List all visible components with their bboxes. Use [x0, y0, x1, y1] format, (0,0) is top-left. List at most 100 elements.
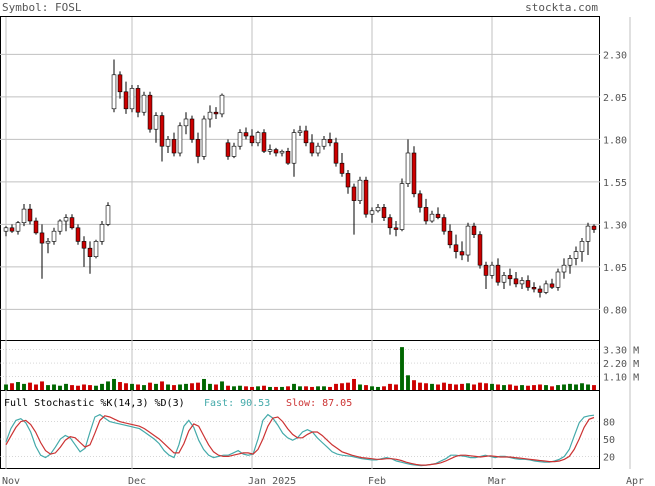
candle-body	[39, 232, 45, 244]
candle-body	[189, 118, 195, 140]
volume-bars	[4, 347, 596, 390]
candle-body	[45, 241, 51, 244]
candle	[393, 221, 399, 237]
candle	[285, 147, 291, 165]
candle-body	[309, 142, 315, 154]
candle-body	[537, 288, 543, 293]
volume-bar	[106, 381, 110, 390]
volume-bar	[442, 382, 446, 390]
brand-label: stockta.com	[525, 1, 598, 14]
volume-bar	[430, 383, 434, 390]
candle	[177, 122, 183, 157]
candle-body	[99, 224, 105, 242]
candle-body	[27, 208, 33, 222]
volume-bar	[556, 385, 560, 390]
candle	[147, 91, 153, 133]
candle	[243, 127, 249, 140]
candle	[561, 258, 567, 279]
candle	[105, 202, 111, 227]
stochastic-slow-line	[5, 415, 595, 466]
volume-bar	[328, 386, 332, 390]
candle	[429, 210, 435, 223]
candle-body	[291, 132, 297, 164]
candle-body	[57, 220, 63, 232]
volume-bar	[16, 382, 20, 390]
time-tick-label: Apr	[626, 476, 644, 486]
candle-body	[441, 217, 447, 232]
candle	[141, 91, 147, 116]
candle-body	[219, 94, 225, 115]
stochastic-title: Full Stochastic %K(14,3) %D(3)	[4, 398, 185, 409]
candle-body	[417, 193, 423, 208]
candle-body	[117, 74, 123, 93]
stochastic-lines	[5, 413, 595, 467]
volume-bar	[586, 384, 590, 390]
candle-body	[201, 118, 207, 157]
time-tick-label: Mar	[488, 476, 506, 486]
time-tick-label: Feb	[368, 476, 386, 486]
volume-bar	[412, 380, 416, 390]
volume-bar	[544, 385, 548, 390]
candle-body	[501, 275, 507, 283]
candle-body	[279, 151, 285, 154]
candle-body	[51, 230, 57, 242]
volume-bar	[322, 386, 326, 390]
candle	[525, 275, 531, 291]
candle-body	[561, 264, 567, 273]
candle	[231, 142, 237, 159]
candle-body	[333, 142, 339, 164]
volume-bar	[448, 383, 452, 390]
volume-bar	[190, 383, 194, 390]
candle	[411, 146, 417, 198]
candle	[27, 204, 33, 225]
candle	[129, 85, 135, 113]
candle-body	[69, 217, 75, 229]
price-tick-label: 2.05	[603, 93, 627, 104]
volume-bar	[508, 384, 512, 390]
candle-body	[549, 283, 555, 288]
candle	[447, 224, 453, 249]
candle	[591, 224, 597, 233]
candle	[501, 272, 507, 289]
candle-body	[567, 258, 573, 266]
volume-bar	[382, 386, 386, 390]
candle-body	[255, 132, 261, 144]
candle-body	[411, 152, 417, 195]
candle	[567, 255, 573, 274]
price-tick-label: 1.05	[603, 263, 627, 274]
volume-bar	[436, 384, 440, 390]
candle	[537, 285, 543, 298]
candle	[405, 139, 411, 187]
volume-bar	[184, 383, 188, 390]
candle	[387, 214, 393, 235]
candle-body	[555, 271, 561, 288]
candle	[369, 207, 375, 223]
volume-bar	[58, 385, 62, 390]
candle	[495, 258, 501, 286]
candle	[63, 214, 69, 232]
candle	[363, 176, 369, 218]
volume-bar	[406, 375, 410, 390]
volume-bar	[310, 386, 314, 390]
candle	[417, 190, 423, 213]
stochastic-tick-label: 50	[603, 435, 615, 446]
price-tick-label: 1.55	[603, 178, 627, 189]
candle	[225, 139, 231, 160]
candle	[459, 241, 465, 261]
candle-body	[351, 186, 357, 201]
candle-body	[75, 227, 81, 242]
candle-body	[507, 275, 513, 280]
candle-body	[393, 227, 399, 230]
volume-bar	[352, 378, 356, 390]
stochastic-fast-line	[5, 413, 595, 467]
candle	[579, 238, 585, 262]
candle-body	[513, 278, 519, 285]
candle	[297, 125, 303, 136]
volume-bar	[364, 385, 368, 390]
candle-body	[495, 264, 501, 283]
candle-body	[81, 241, 87, 249]
candle	[549, 278, 555, 289]
volume-panel	[0, 340, 600, 391]
candle	[165, 136, 171, 153]
volume-bar	[40, 381, 44, 390]
